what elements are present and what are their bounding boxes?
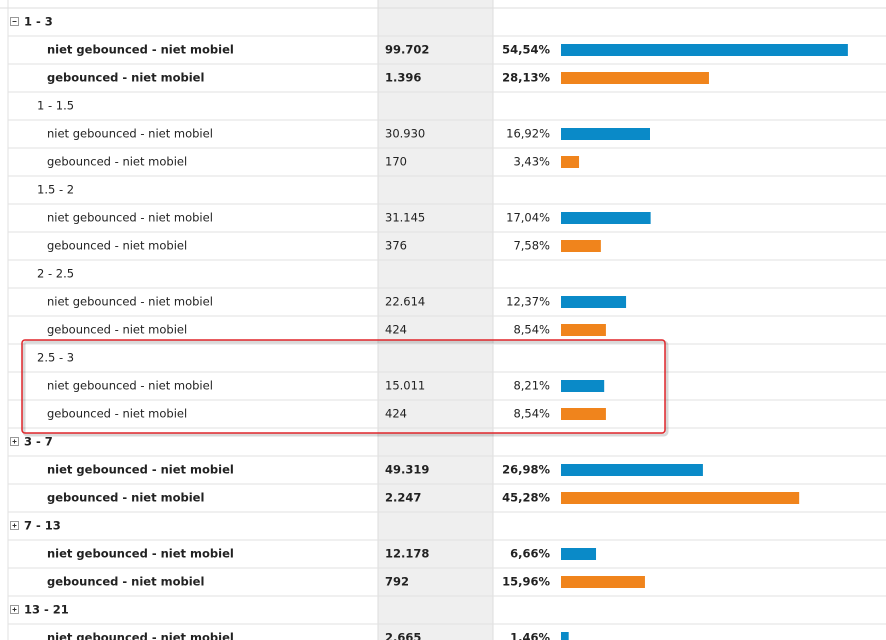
row-value: 2.247 (385, 491, 421, 505)
share-bar (561, 324, 606, 336)
row-label: 7 - 13 (24, 519, 61, 533)
row-share: 8,54% (513, 323, 550, 337)
row-value: 31.145 (385, 211, 425, 225)
share-bar (561, 548, 597, 560)
row-value: 99.702 (385, 43, 429, 57)
highlight-shadow (22, 340, 669, 437)
row-label: 1 - 3 (24, 15, 53, 29)
row-label: 2.5 - 3 (37, 351, 74, 365)
rows: 1 - 3 niet gebounced - niet mobiel 99.702 5… (8, 15, 886, 640)
share-bar (561, 212, 651, 224)
share-bar (561, 156, 580, 168)
row-share: 54,54% (502, 43, 550, 57)
expand-toggle[interactable] (10, 437, 19, 446)
share-bar (561, 240, 601, 252)
row-label: niet gebounced - niet mobiel (47, 547, 234, 561)
row-share: 12,37% (506, 295, 550, 309)
row-value: 2.665 (385, 631, 421, 640)
row-label: 1.5 - 2 (37, 183, 74, 197)
share-bar (561, 72, 709, 84)
row-share: 8,54% (513, 407, 550, 421)
row-value: 170 (385, 155, 407, 169)
row-label: niet gebounced - niet mobiel (47, 211, 213, 225)
share-bar (561, 408, 606, 420)
row-share: 8,21% (513, 379, 550, 393)
row-label: gebounced - niet mobiel (47, 155, 187, 169)
share-bar (561, 128, 650, 140)
row-label: gebounced - niet mobiel (47, 575, 204, 589)
share-bar (561, 464, 703, 476)
row-share: 7,58% (513, 239, 550, 253)
row-share: 1,46% (510, 631, 550, 640)
row-share: 6,66% (510, 547, 550, 561)
row-share: 17,04% (506, 211, 550, 225)
row-share: 16,92% (506, 127, 550, 141)
row-label: 3 - 7 (24, 435, 53, 449)
row-value: 1.396 (385, 71, 421, 85)
expand-toggle[interactable] (10, 17, 19, 26)
row-label: 13 - 21 (24, 603, 69, 617)
expand-toggle[interactable] (10, 521, 19, 530)
row-value: 424 (385, 407, 407, 421)
row-label: niet gebounced - niet mobiel (47, 631, 234, 640)
share-bar (561, 44, 848, 56)
row-label: gebounced - niet mobiel (47, 491, 204, 505)
row-label: gebounced - niet mobiel (47, 71, 204, 85)
row-label: gebounced - niet mobiel (47, 407, 187, 421)
row-value: 376 (385, 239, 407, 253)
row-share: 15,96% (502, 575, 550, 589)
row-share: 26,98% (502, 463, 550, 477)
row-value: 15.011 (385, 379, 425, 393)
row-share: 28,13% (502, 71, 550, 85)
row-label: niet gebounced - niet mobiel (47, 295, 213, 309)
row-label: gebounced - niet mobiel (47, 323, 187, 337)
row-label: niet gebounced - niet mobiel (47, 43, 234, 57)
row-share: 45,28% (502, 491, 550, 505)
row-value: 22.614 (385, 295, 425, 309)
share-bar (561, 380, 605, 392)
row-label: gebounced - niet mobiel (47, 239, 187, 253)
share-bar (561, 632, 569, 640)
row-value: 792 (385, 575, 409, 589)
row-value: 49.319 (385, 463, 429, 477)
row-value: 12.178 (385, 547, 429, 561)
highlight-box (21, 339, 666, 434)
share-bar (561, 296, 627, 308)
value-column (378, 0, 493, 640)
expand-toggle[interactable] (10, 605, 19, 614)
row-label: niet gebounced - niet mobiel (47, 127, 213, 141)
row-share: 3,43% (513, 155, 550, 169)
row-value: 424 (385, 323, 407, 337)
share-bar (561, 576, 645, 588)
share-bar (561, 492, 800, 504)
row-label: niet gebounced - niet mobiel (47, 379, 213, 393)
row-label: niet gebounced - niet mobiel (47, 463, 234, 477)
row-label: 1 - 1.5 (37, 99, 74, 113)
row-label: 2 - 2.5 (37, 267, 74, 281)
row-value: 30.930 (385, 127, 425, 141)
